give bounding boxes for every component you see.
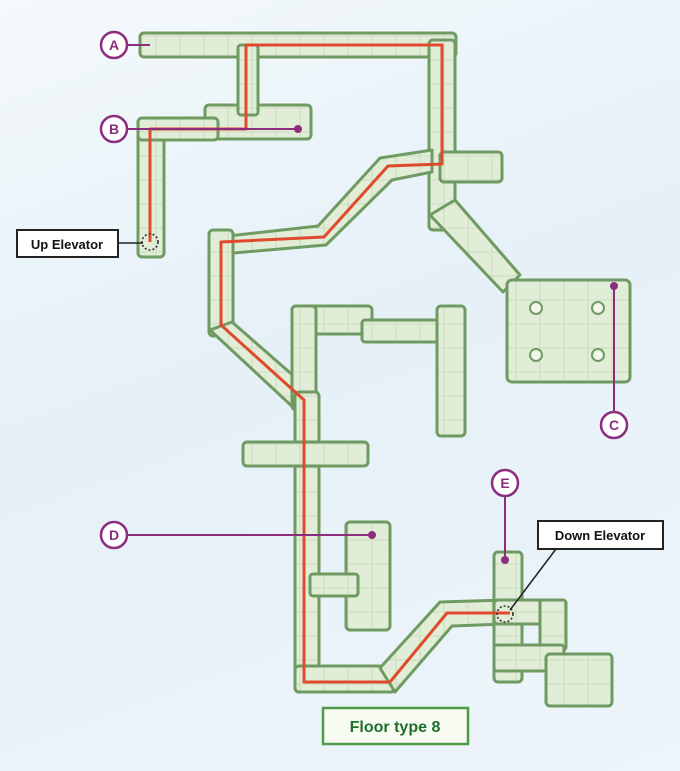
floor-title-plate: Floor type 8 xyxy=(321,706,470,746)
corridor-e-inner xyxy=(538,598,568,652)
marker-c-letter: C xyxy=(609,417,619,433)
marker-b: B xyxy=(99,114,129,144)
corridor-c-diagonal xyxy=(428,198,522,294)
corridor-mid-diagonal xyxy=(208,148,434,256)
corridor-arch-right xyxy=(435,304,467,438)
room-southeast xyxy=(544,652,614,708)
marker-c: C xyxy=(599,410,629,440)
down-elevator-label: Down Elevator xyxy=(555,528,645,543)
marker-leaders xyxy=(127,44,618,564)
up-elevator-label: Up Elevator xyxy=(31,237,103,252)
marker-a: A xyxy=(99,30,129,60)
up-elevator-callout: Up Elevator xyxy=(16,229,143,258)
down-elevator-callout: Down Elevator xyxy=(509,520,664,611)
marker-d-letter: D xyxy=(109,527,119,543)
room-c xyxy=(505,278,632,384)
corridor-b-link xyxy=(236,43,260,117)
corridor-d-link xyxy=(308,572,360,598)
marker-d: D xyxy=(99,520,129,550)
corridor-arch-link xyxy=(360,318,444,344)
floor-rooms xyxy=(136,31,632,708)
marker-b-letter: B xyxy=(109,121,119,137)
route-path xyxy=(148,43,510,684)
corridor-east-arm xyxy=(438,150,504,184)
down-elevator-icon xyxy=(496,605,514,623)
floor-title: Floor type 8 xyxy=(350,719,441,736)
corridor-central xyxy=(293,390,321,694)
marker-e-letter: E xyxy=(500,475,509,491)
marker-e: E xyxy=(490,468,520,498)
pillar-icon xyxy=(529,301,605,362)
up-elevator-icon xyxy=(141,233,159,251)
marker-a-letter: A xyxy=(109,37,119,53)
